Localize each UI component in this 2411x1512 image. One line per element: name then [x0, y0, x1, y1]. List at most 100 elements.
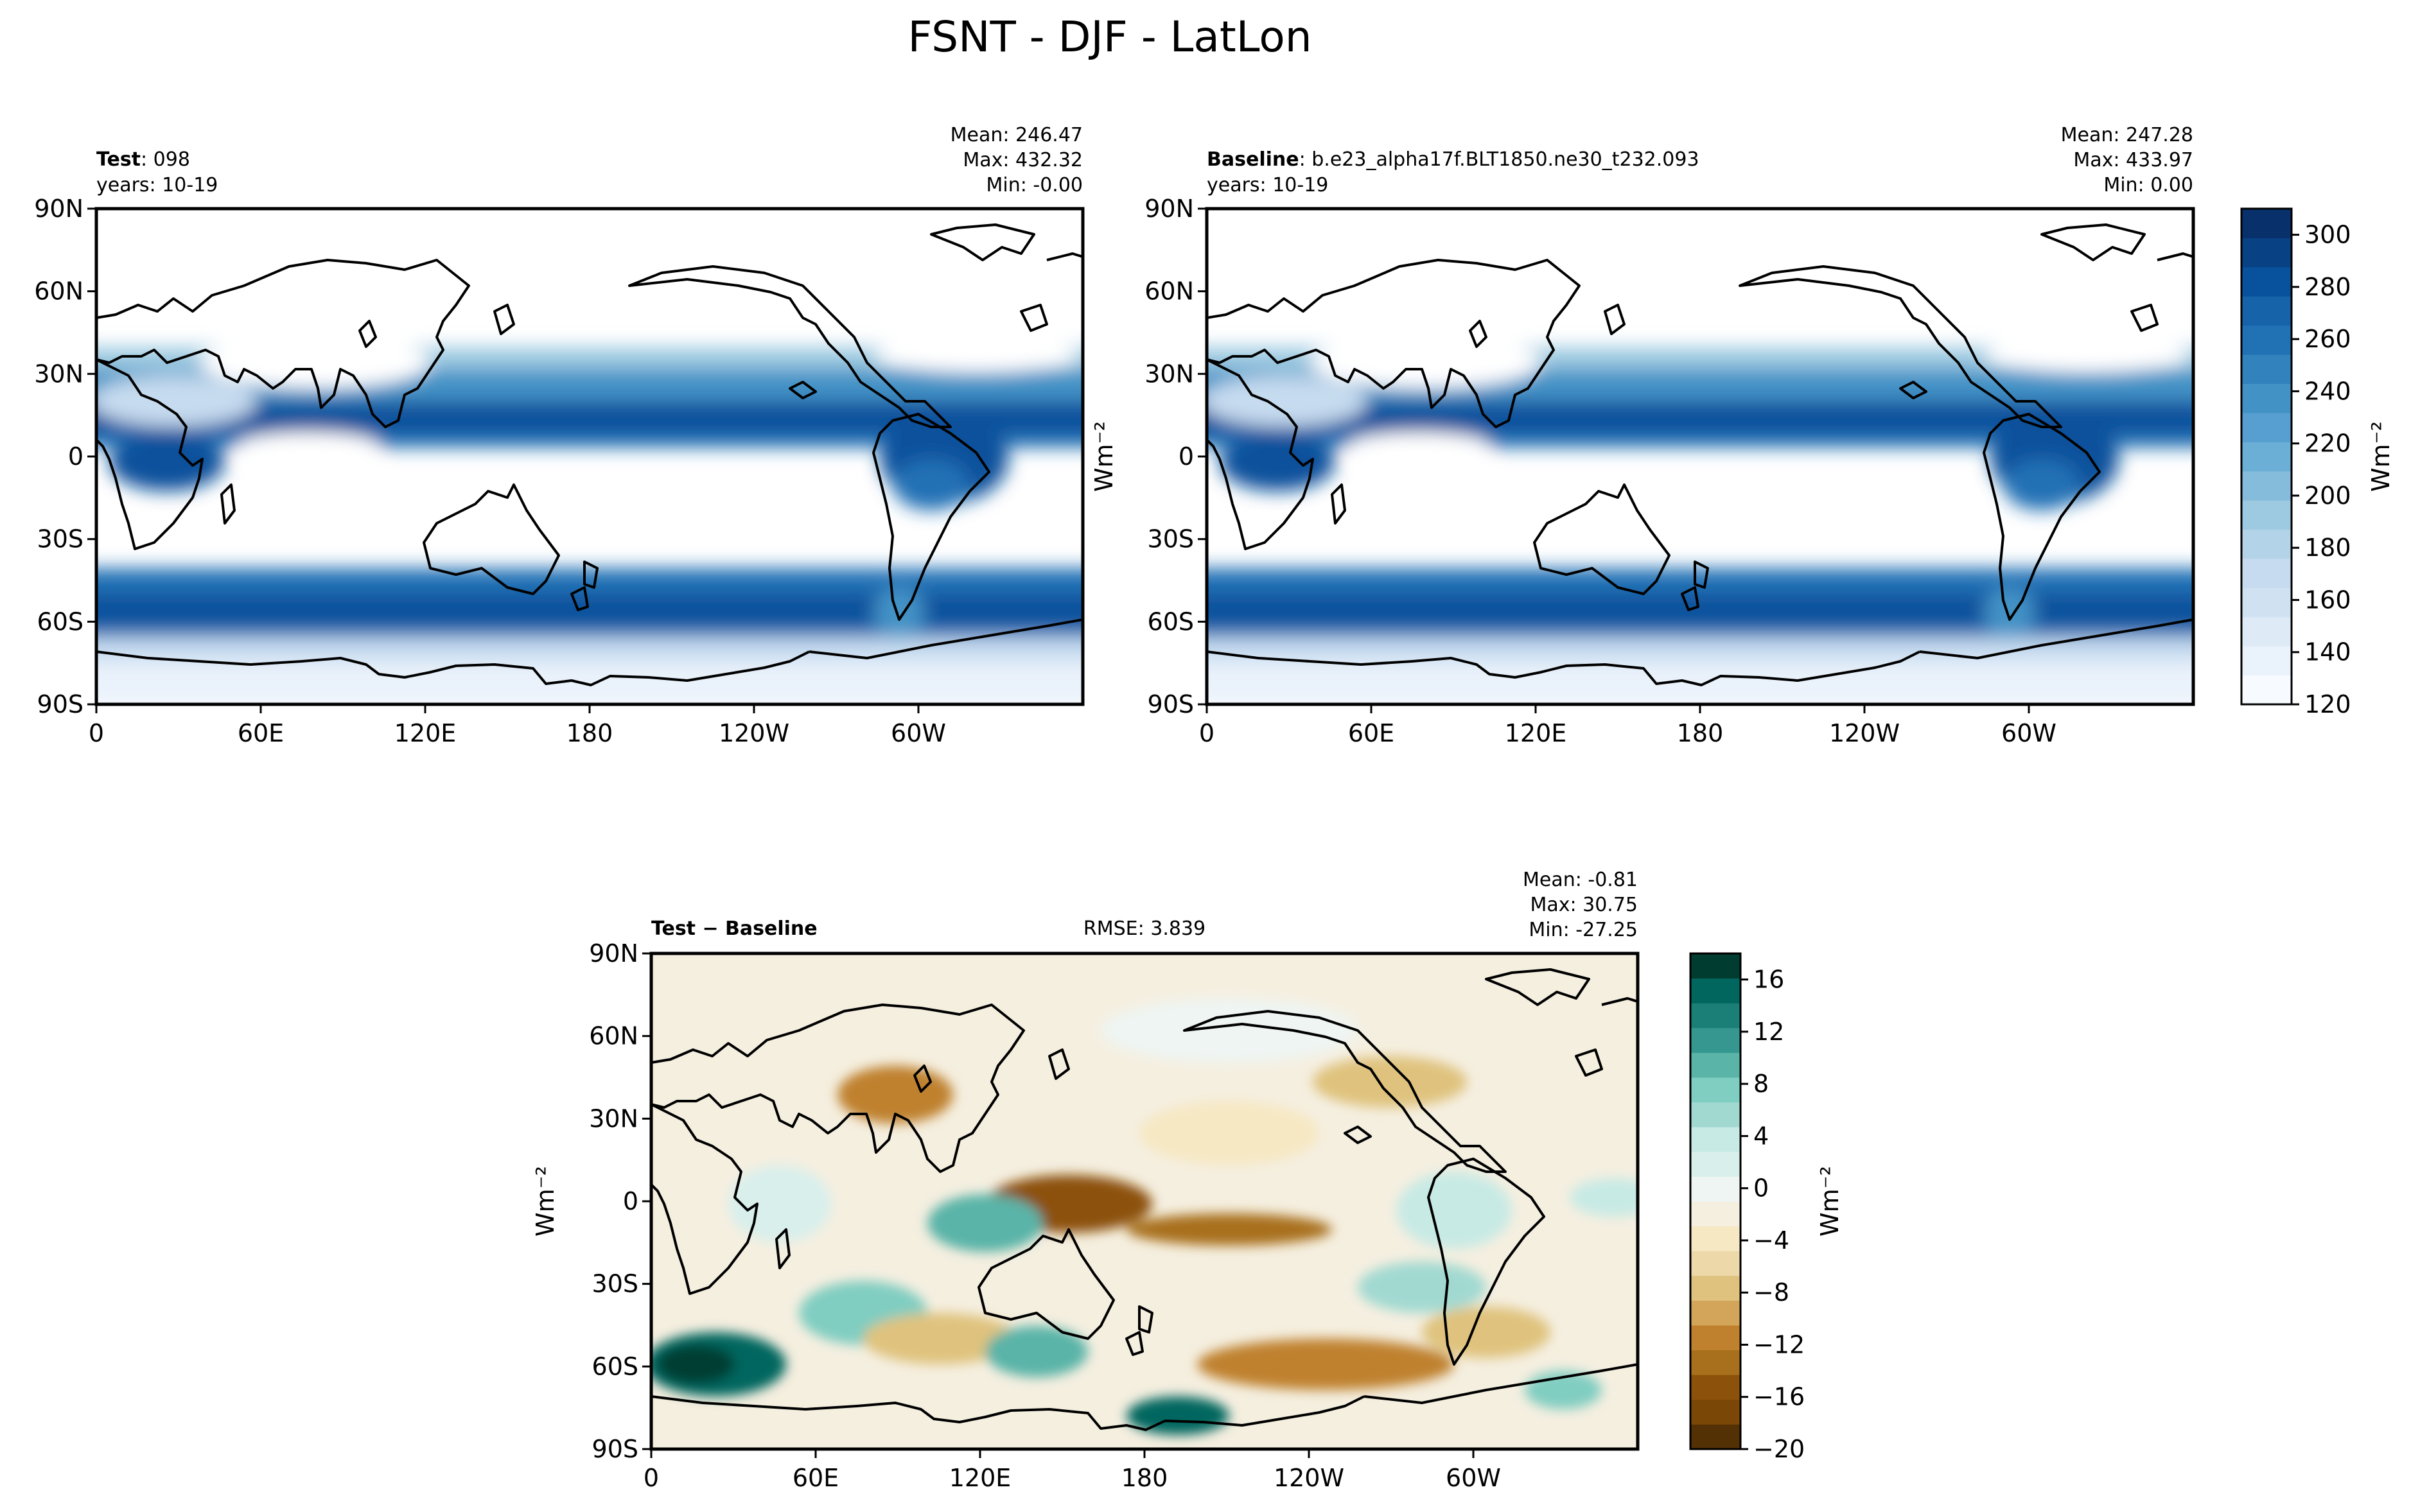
lon-tick-label: 120W [719, 719, 789, 747]
colorbar-swatch [1690, 1300, 1740, 1326]
colorbar-swatch [2241, 209, 2292, 238]
colorbar-tick-label: 300 [2304, 221, 2351, 249]
lat-tick-label: 30S [592, 1270, 638, 1298]
panel-baseline: Baseline: b.e23_alpha17f.BLT1850.ne30_t2… [1090, 124, 2195, 747]
colorbar-swatch [1690, 1251, 1740, 1276]
panel-diff-map [651, 953, 1638, 1449]
lat-tick-label: 90N [589, 939, 638, 968]
figure-title: FSNT - DJF - LatLon [907, 12, 1311, 62]
lon-tick-label: 60E [1348, 719, 1394, 747]
panel-baseline-stat-min: Min: 0.00 [2103, 174, 2193, 196]
panel-baseline-label: Baseline: b.e23_alpha17f.BLT1850.ne30_t2… [1207, 148, 1699, 171]
lat-tick-label: 0 [68, 442, 83, 471]
colorbar-tick-label: 280 [2304, 273, 2351, 301]
lon-tick-label: 180 [566, 719, 613, 747]
colorbar-swatch [2241, 266, 2292, 297]
colorbar-swatch [2241, 471, 2292, 501]
panel-test-stat-min: Min: -0.00 [986, 174, 1083, 196]
panel-baseline-stat-max: Max: 433.97 [2073, 149, 2193, 171]
colorbar-tick-label: 240 [2304, 377, 2351, 405]
colorbar-main-frame [2240, 207, 2293, 706]
colorbar-swatch [1690, 1226, 1740, 1251]
lat-tick-label: 30S [1148, 525, 1194, 553]
panel-diff-label: Test − Baseline [651, 917, 818, 940]
colorbar-swatch [2241, 529, 2292, 559]
lon-tick-label: 120W [1829, 719, 1900, 747]
colorbar-tick-label: −12 [1753, 1330, 1805, 1359]
colorbar-swatch [1690, 1102, 1740, 1127]
colorbar-swatch [1690, 1350, 1740, 1375]
panel-diff-stat-mean: Mean: -0.81 [1523, 869, 1638, 891]
colorbar-swatch [2241, 354, 2292, 384]
lat-tick-label: 60S [37, 607, 83, 636]
colorbar-swatch [2241, 412, 2292, 442]
colorbar-diff-units: Wm⁻² [1816, 1166, 1844, 1237]
panel-diff: Test − Baseline RMSE: 3.839 Mean: -0.81 … [531, 869, 1640, 1492]
colorbar-swatch [2241, 675, 2292, 705]
lat-tick-label: 30S [37, 525, 83, 553]
lon-tick-label: 60W [891, 719, 946, 747]
lat-tick-label: 60N [589, 1022, 638, 1050]
colorbar-tick-label: 16 [1753, 966, 1784, 994]
colorbar-tick-label: 200 [2304, 482, 2351, 510]
colorbar-tick-label: 160 [2304, 586, 2351, 614]
colorbar-swatch [1690, 953, 1740, 979]
colorbar-tick-label: −4 [1753, 1226, 1789, 1255]
panel-baseline-units: Wm⁻² [1090, 421, 1118, 492]
colorbar-swatch [1690, 1201, 1740, 1227]
panel-test-years: years: 10-19 [96, 174, 218, 196]
colorbar-tick-label: 260 [2304, 325, 2351, 353]
lon-tick-label: 180 [1121, 1464, 1168, 1492]
lon-tick-label: 0 [1199, 719, 1214, 747]
lon-tick-label: 60E [793, 1464, 839, 1492]
lat-tick-label: 30N [589, 1104, 638, 1133]
panel-test-label: Test: 098 [96, 148, 190, 171]
colorbar-swatch [1690, 1375, 1740, 1400]
panel-diff-rmse: RMSE: 3.839 [1083, 917, 1206, 940]
colorbar-swatch [1690, 1424, 1740, 1450]
colorbar-swatch [1690, 1151, 1740, 1177]
lon-tick-label: 60W [1446, 1464, 1501, 1492]
lat-tick-label: 60S [1148, 607, 1194, 636]
colorbar-swatch [1690, 1325, 1740, 1351]
lat-tick-label: 90N [1144, 195, 1194, 223]
lon-tick-label: 0 [644, 1464, 659, 1492]
colorbar-diff: 16 12 8 4 0 −4 −8 −12 −16 −20 Wm⁻² [1689, 952, 1844, 1463]
lon-tick-label: 60W [2001, 719, 2056, 747]
colorbar-tick-label: −8 [1753, 1278, 1789, 1307]
lon-tick-label: 0 [89, 719, 104, 747]
panel-test: Test: 098 years: 10-19 Mean: 246.47 Max:… [34, 124, 1085, 747]
lat-tick-label: 90S [37, 690, 83, 718]
panel-test-map [96, 209, 1083, 704]
colorbar-swatch [2241, 325, 2292, 355]
colorbar-swatch [1690, 1275, 1740, 1301]
colorbar-tick-label: 140 [2304, 638, 2351, 666]
lat-tick-label: 30N [34, 360, 83, 388]
panel-baseline-years: years: 10-19 [1207, 174, 1328, 196]
lat-tick-label: 30N [1144, 360, 1194, 388]
lon-tick-label: 120W [1274, 1464, 1344, 1492]
lon-tick-label: 120E [949, 1464, 1012, 1492]
colorbar-swatch [2241, 383, 2292, 413]
panel-baseline-stat-mean: Mean: 247.28 [2061, 124, 2193, 146]
colorbar-swatch [1690, 1027, 1740, 1053]
colorbar-swatch [2241, 558, 2292, 588]
colorbar-swatch [2241, 238, 2292, 268]
colorbar-swatch [2241, 587, 2292, 618]
colorbar-tick-label: 180 [2304, 534, 2351, 562]
panel-diff-stat-max: Max: 30.75 [1530, 894, 1638, 916]
panel-test-stat-max: Max: 432.32 [963, 149, 1083, 171]
lat-tick-label: 90N [34, 195, 83, 223]
lat-tick-label: 90S [1148, 690, 1194, 718]
lat-tick-label: 60N [34, 277, 83, 306]
colorbar-tick-label: 4 [1753, 1122, 1769, 1150]
colorbar-swatch [1690, 1077, 1740, 1103]
lon-tick-label: 60E [238, 719, 284, 747]
colorbar-tick-label: 8 [1753, 1070, 1769, 1098]
colorbar-diff-frame [1689, 952, 1742, 1450]
colorbar-tick-label: 120 [2304, 690, 2351, 718]
colorbar-swatch [1690, 1399, 1740, 1425]
colorbar-swatch [1690, 1127, 1740, 1152]
colorbar-swatch [2241, 296, 2292, 326]
